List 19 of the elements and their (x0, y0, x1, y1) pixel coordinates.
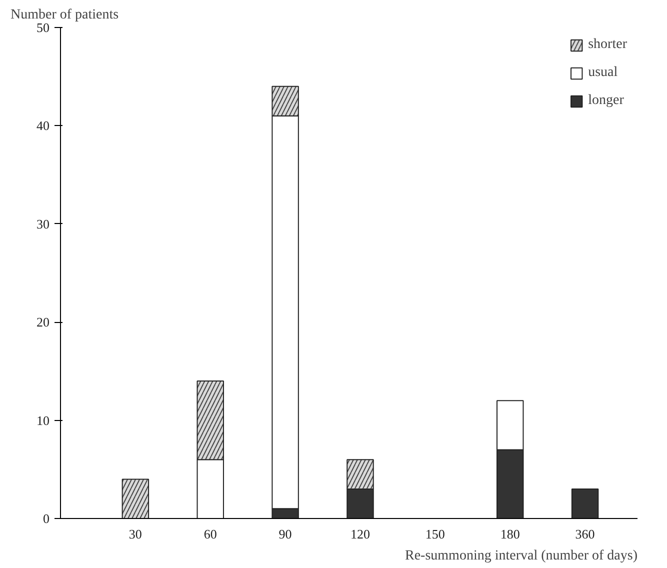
legend-label: longer (588, 93, 624, 109)
y-tick-label: 50 (36, 20, 50, 35)
x-tick-label: 120 (350, 526, 370, 542)
y-tick-label: 40 (36, 118, 50, 134)
y-tick-label: 0 (43, 511, 50, 526)
x-tick-label: 180 (500, 526, 520, 542)
x-tick-label: 30 (128, 526, 142, 542)
x-axis-title: Re-summoning interval (number of days) (404, 548, 638, 564)
y-axis-title: Number of patients (10, 8, 119, 22)
y-tick-label: 10 (36, 412, 50, 428)
y-tick-label: 20 (36, 314, 50, 330)
bar (571, 488, 599, 518)
y-tick-label: 30 (36, 216, 50, 232)
x-tick-label: 360 (575, 526, 595, 542)
legend-label: shorter (588, 37, 627, 53)
x-tick-label: 90 (278, 526, 292, 542)
x-tick-label: 150 (425, 526, 445, 542)
x-tick-label: 60 (204, 526, 217, 542)
legend-label: usual (588, 65, 618, 81)
